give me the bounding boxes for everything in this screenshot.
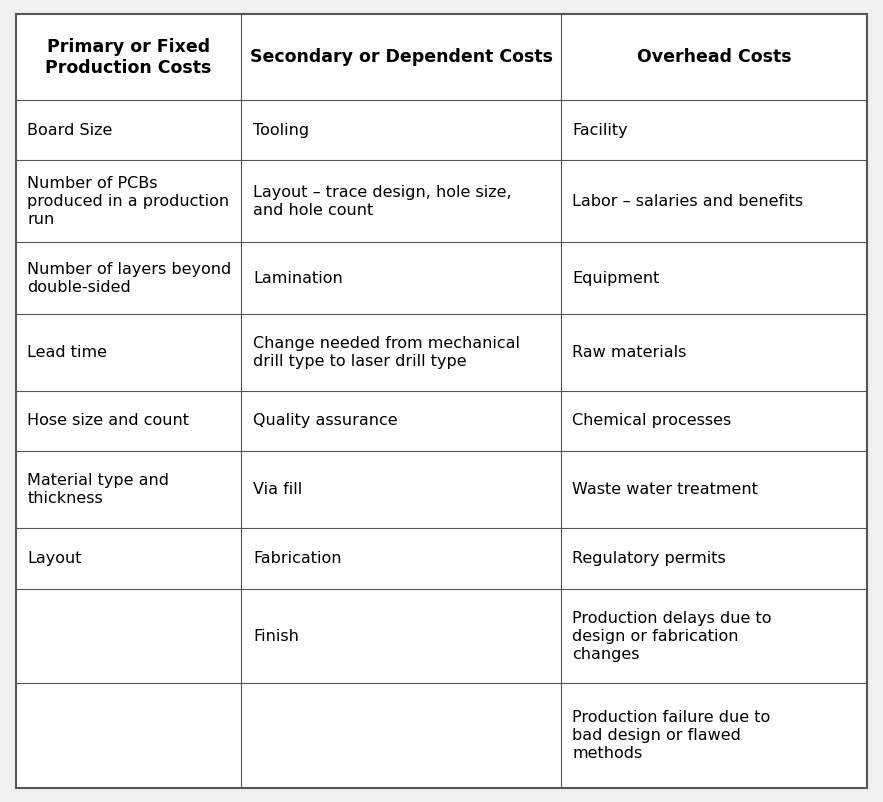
Text: Raw materials: Raw materials	[572, 345, 686, 360]
Text: Labor – salaries and benefits: Labor – salaries and benefits	[572, 193, 804, 209]
Text: Layout: Layout	[27, 551, 82, 566]
Text: Secondary or Dependent Costs: Secondary or Dependent Costs	[250, 48, 553, 67]
Text: Production failure due to
bad design or flawed
methods: Production failure due to bad design or …	[572, 710, 770, 761]
Text: Waste water treatment: Waste water treatment	[572, 482, 758, 496]
Text: Hose size and count: Hose size and count	[27, 414, 189, 428]
Text: Board Size: Board Size	[27, 123, 113, 138]
Text: Chemical processes: Chemical processes	[572, 414, 731, 428]
Text: Number of layers beyond
double-sided: Number of layers beyond double-sided	[27, 261, 231, 294]
Text: Lead time: Lead time	[27, 345, 108, 360]
Text: Tooling: Tooling	[253, 123, 309, 138]
Text: Overhead Costs: Overhead Costs	[637, 48, 791, 67]
Text: Via fill: Via fill	[253, 482, 302, 496]
Text: Equipment: Equipment	[572, 270, 660, 286]
Text: Number of PCBs
produced in a production
run: Number of PCBs produced in a production …	[27, 176, 230, 226]
Text: Lamination: Lamination	[253, 270, 343, 286]
Text: Quality assurance: Quality assurance	[253, 414, 397, 428]
Text: Regulatory permits: Regulatory permits	[572, 551, 726, 566]
Text: Layout – trace design, hole size,
and hole count: Layout – trace design, hole size, and ho…	[253, 184, 511, 217]
Text: Material type and
thickness: Material type and thickness	[27, 473, 170, 506]
Text: Production delays due to
design or fabrication
changes: Production delays due to design or fabri…	[572, 611, 772, 662]
Text: Primary or Fixed
Production Costs: Primary or Fixed Production Costs	[46, 38, 212, 77]
Text: Change needed from mechanical
drill type to laser drill type: Change needed from mechanical drill type…	[253, 336, 520, 369]
Text: Facility: Facility	[572, 123, 628, 138]
Text: Finish: Finish	[253, 629, 298, 644]
Text: Fabrication: Fabrication	[253, 551, 342, 566]
